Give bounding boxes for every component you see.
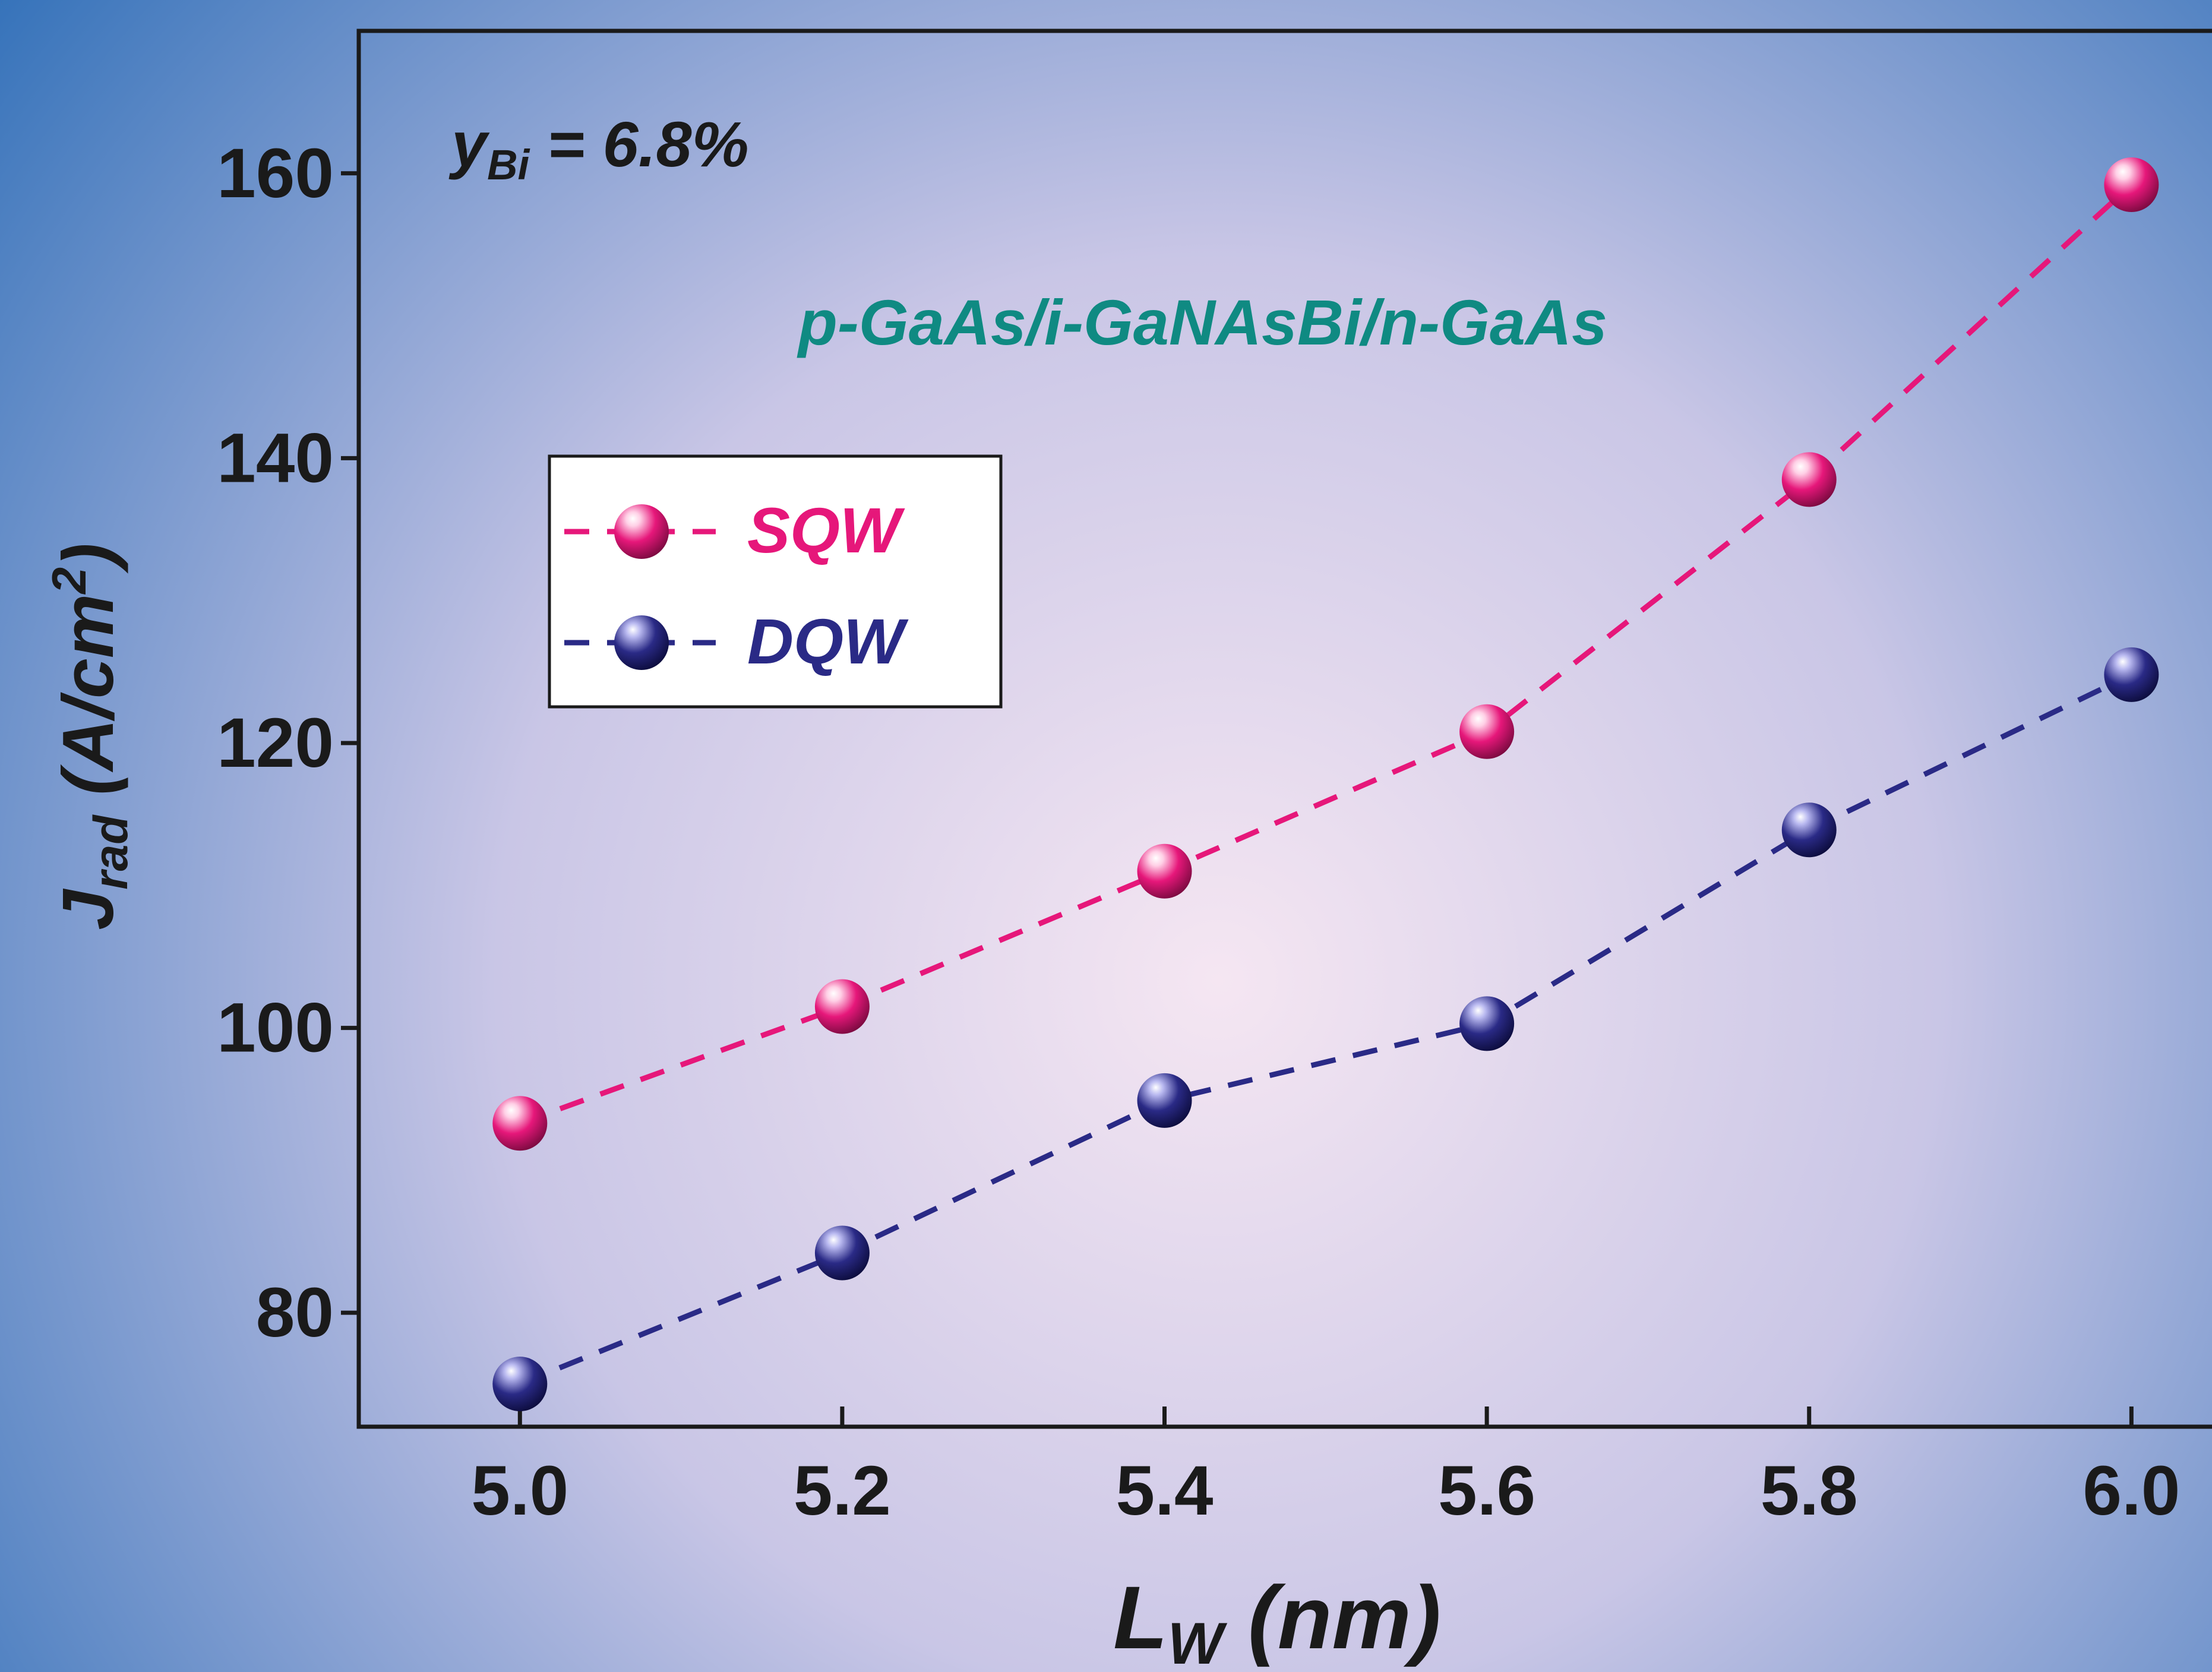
plot-area: [356, 29, 2212, 1429]
x-tick-label: 5.4: [1116, 1452, 1213, 1530]
data-point-dqw: [492, 1357, 548, 1412]
data-point-sqw: [2104, 157, 2159, 212]
y-tick-label: 160: [217, 134, 334, 213]
series-line-sqw: [519, 182, 2134, 1126]
y-tick-label: 120: [217, 704, 334, 782]
legend-marker-sqw: [614, 504, 669, 559]
legend-box: [548, 454, 1003, 709]
series-line-dqw: [519, 672, 2133, 1387]
data-point-dqw: [1459, 996, 1515, 1051]
series-markers: [492, 157, 2159, 1412]
data-point-sqw: [814, 979, 870, 1034]
data-point-sqw: [1781, 452, 1837, 507]
plot-frame: [356, 29, 2212, 1429]
x-axis: 5.0 5.2 5.4 5.6 5.8 6.0: [471, 1406, 2180, 1530]
x-tick-label: 5.8: [1761, 1452, 1858, 1530]
legend-marker-dqw: [614, 615, 669, 670]
data-point-dqw: [1781, 802, 1837, 858]
y-tick-label: 140: [217, 419, 334, 497]
y-tick-label: 100: [217, 989, 334, 1067]
data-point-sqw: [1459, 704, 1515, 759]
legend: SQW DQW: [548, 454, 1003, 709]
data-point-sqw: [492, 1096, 548, 1151]
x-tick-label: 5.2: [794, 1452, 891, 1530]
y-axis-title: Jrad (A/cm2): [43, 543, 138, 930]
legend-item-dqw: DQW: [564, 605, 909, 677]
structure-annotation: p-GaAs/i-GaNAsBi/n-GaAs: [797, 286, 1607, 358]
composition-annotation: yBi = 6.8%: [448, 108, 749, 189]
x-tick-label: 5.0: [471, 1452, 568, 1530]
x-tick-label: 5.6: [1438, 1452, 1535, 1530]
y-axis: 80 100 120 140 160: [217, 134, 359, 1352]
legend-item-sqw: SQW: [564, 494, 905, 566]
x-axis-title: LW (nm): [1113, 1567, 1441, 1672]
series-lines: [519, 182, 2134, 1387]
data-point-dqw: [2104, 647, 2159, 702]
data-point-dqw: [814, 1225, 870, 1281]
data-point-sqw: [1137, 843, 1192, 899]
legend-label-dqw: DQW: [747, 605, 909, 677]
y-tick-label: 80: [256, 1273, 334, 1352]
data-point-dqw: [1137, 1073, 1192, 1128]
legend-label-sqw: SQW: [747, 494, 905, 566]
x-tick-label: 6.0: [2083, 1452, 2180, 1530]
